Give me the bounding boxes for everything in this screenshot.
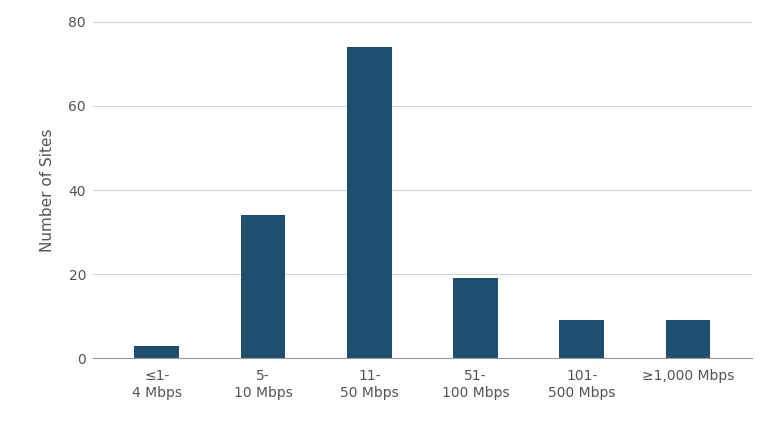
Bar (241, 215, 285, 358)
Bar (666, 320, 711, 358)
Bar (134, 346, 179, 358)
Bar (560, 320, 604, 358)
Y-axis label: Number of Sites: Number of Sites (40, 128, 54, 252)
Bar (347, 47, 391, 358)
Bar (453, 278, 498, 358)
